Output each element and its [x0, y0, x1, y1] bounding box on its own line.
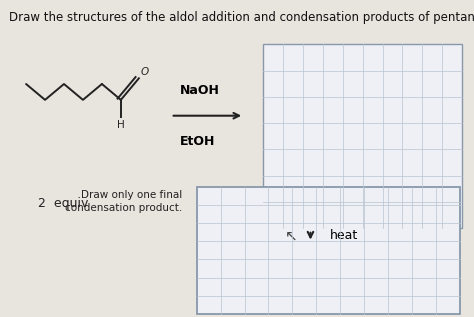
Text: Draw only one final
condensation product.: Draw only one final condensation product… [65, 190, 182, 213]
Text: heat: heat [329, 229, 358, 243]
Text: O: O [140, 67, 148, 77]
Text: NaOH: NaOH [180, 84, 220, 97]
Bar [197, 187, 460, 314]
Text: Draw the structures of the aldol addition and condensation products of pentanal.: Draw the structures of the aldol additio… [9, 11, 474, 24]
Text: H: H [117, 120, 125, 131]
Bar [263, 44, 462, 228]
Text: EtOH: EtOH [180, 135, 216, 148]
Text: 2  equiv: 2 equiv [38, 197, 88, 210]
Text: ↖: ↖ [285, 228, 298, 243]
